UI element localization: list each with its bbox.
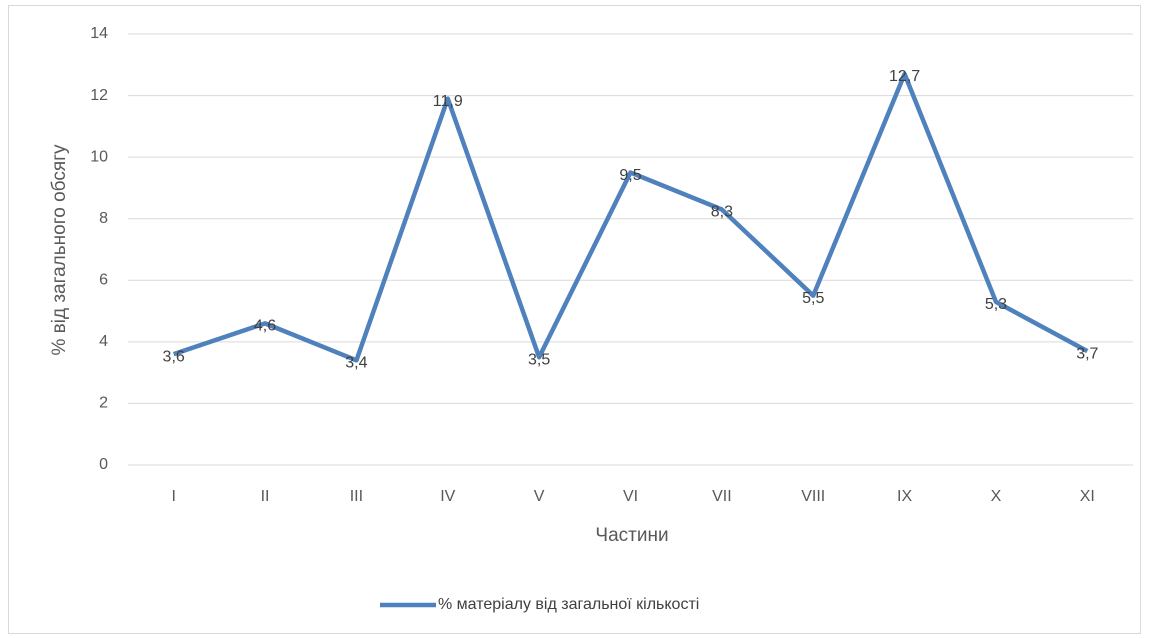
data-label: 5,3 bbox=[985, 296, 1007, 313]
series-line bbox=[172, 71, 1089, 363]
x-tick-label: III bbox=[350, 488, 363, 505]
y-tick-label: 10 bbox=[90, 148, 108, 165]
y-tick-label: 12 bbox=[90, 87, 108, 104]
x-tick-label: IV bbox=[440, 488, 455, 505]
y-tick-label: 0 bbox=[99, 456, 108, 473]
x-tick-label: VI bbox=[623, 488, 638, 505]
data-label: 3,5 bbox=[528, 351, 550, 368]
y-axis-label: % від загального обсягу bbox=[49, 144, 70, 356]
x-axis-label: Частини bbox=[595, 525, 668, 546]
data-label: 8,3 bbox=[711, 204, 733, 221]
y-tick-label: 4 bbox=[99, 333, 108, 350]
y-tick-label: 2 bbox=[99, 395, 108, 412]
x-tick-label: XI bbox=[1080, 488, 1095, 505]
data-label: 9,5 bbox=[619, 167, 641, 184]
y-tick-label: 6 bbox=[99, 272, 108, 289]
x-tick-label: VII bbox=[712, 488, 732, 505]
x-tick-label: I bbox=[171, 488, 175, 505]
data-label: 3,4 bbox=[345, 355, 367, 372]
x-tick-label: IX bbox=[897, 488, 912, 505]
x-tick-label: X bbox=[991, 488, 1002, 505]
x-tick-label: V bbox=[534, 488, 545, 505]
chart-border bbox=[8, 5, 1141, 634]
data-label: 11,9 bbox=[433, 93, 463, 110]
y-tick-label: 8 bbox=[99, 210, 108, 227]
x-tick-label: II bbox=[261, 488, 270, 505]
data-label: 5,5 bbox=[802, 290, 824, 307]
data-label: 12,7 bbox=[889, 68, 920, 85]
y-tick-label: 14 bbox=[90, 25, 108, 42]
data-label: 3,6 bbox=[163, 348, 185, 365]
data-label: 3,7 bbox=[1076, 345, 1098, 362]
x-tick-label: VIII bbox=[801, 488, 825, 505]
data-label: 4,6 bbox=[254, 318, 276, 335]
legend-label: % матеріалу від загальної кількості bbox=[438, 596, 699, 613]
